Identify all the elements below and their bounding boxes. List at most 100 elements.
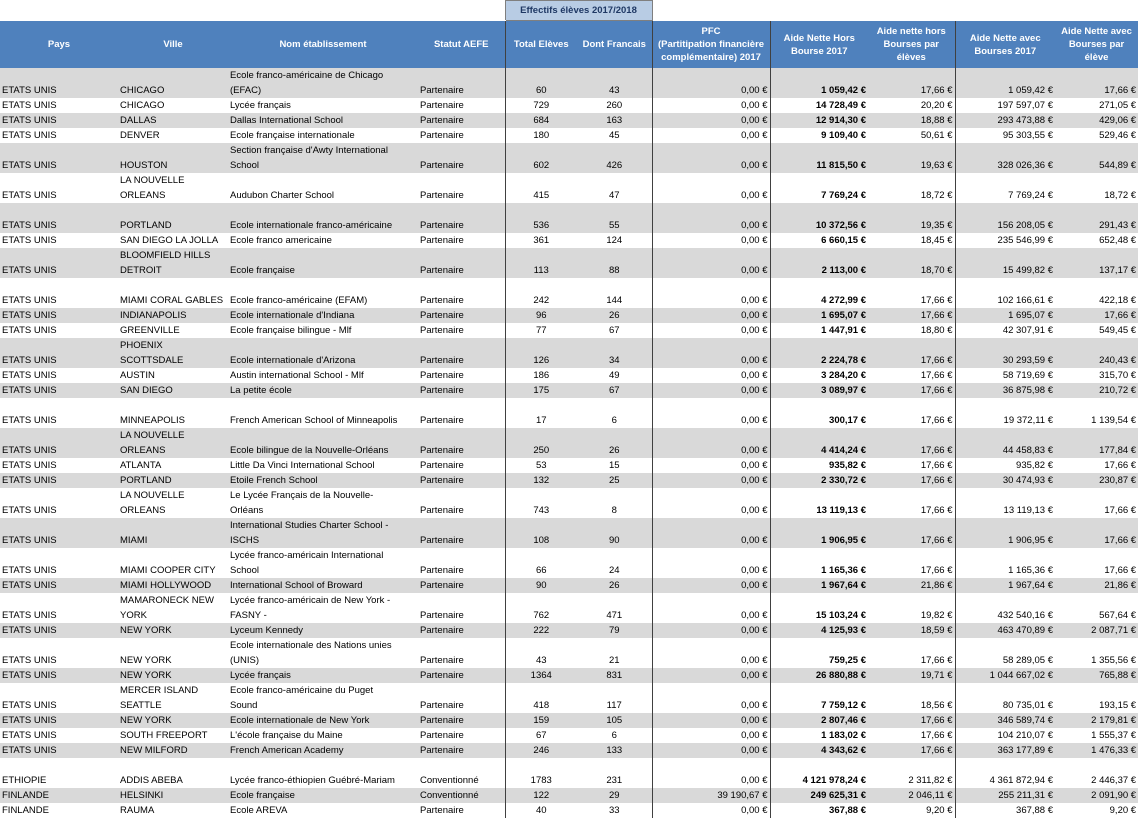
table-cell: 17,66 €	[868, 428, 956, 458]
table-cell: BLOOMFIELD HILLS DETROIT	[118, 248, 228, 278]
table-cell: Ecole internationale d'Indiana	[228, 308, 418, 323]
column-header: Dont Francais	[577, 20, 653, 68]
table-cell: LA NOUVELLE ORLEANS	[118, 428, 228, 458]
table-cell: FINLANDE	[0, 788, 118, 803]
table-cell: ETATS UNIS	[0, 548, 118, 578]
table-cell: Ecole internationale franco-américaine	[228, 203, 418, 233]
table-cell: 8	[577, 488, 653, 518]
table-cell: Partenaire	[418, 518, 506, 548]
table-cell: ETATS UNIS	[0, 308, 118, 323]
table-cell: 1 967,64 €	[955, 578, 1056, 593]
column-header: PFC (Partitipation financière complément…	[652, 20, 771, 68]
table-cell: 426	[577, 143, 653, 173]
table-cell: Partenaire	[418, 368, 506, 383]
table-cell: NEW YORK	[118, 713, 228, 728]
header-spacer	[0, 0, 505, 21]
table-row: ETATS UNIS DALLAS Dallas International Sch…	[0, 113, 1138, 128]
table-cell: 3 089,97 €	[770, 383, 869, 398]
table-cell: 0,00 €	[652, 323, 771, 338]
table-row: ETATS UNIS DENVER Ecole française internat…	[0, 128, 1138, 143]
table-cell: 367,88 €	[770, 803, 869, 818]
table-cell: 17,66 €	[1055, 68, 1138, 98]
table-cell: 1 695,07 €	[770, 308, 869, 323]
table-cell: 4 343,62 €	[770, 743, 869, 758]
table-cell: MIAMI CORAL GABLES	[118, 278, 228, 308]
table-cell: 0,00 €	[652, 728, 771, 743]
table-cell: 4 125,93 €	[770, 623, 869, 638]
table-cell: Ecole bilingue de la Nouvelle-Orléans	[228, 428, 418, 458]
table-cell: 415	[505, 173, 577, 203]
table-cell: 17,66 €	[868, 308, 956, 323]
table-cell: 0,00 €	[652, 398, 771, 428]
table-cell: 300,17 €	[770, 398, 869, 428]
table-cell: INDIANAPOLIS	[118, 308, 228, 323]
table-cell: Lycée franco-éthiopien Guébré-Mariam	[228, 758, 418, 788]
table-cell: 1 165,36 €	[955, 548, 1056, 578]
table-cell: 0,00 €	[652, 593, 771, 623]
table-cell: Ecole internationale d'Arizona	[228, 338, 418, 368]
table-cell: MAMARONECK NEW YORK	[118, 593, 228, 623]
table-cell: Ecole AREVA	[228, 803, 418, 818]
table-cell: 137,17 €	[1055, 248, 1138, 278]
table-cell: 17,66 €	[868, 338, 956, 368]
table-cell: Lycée franco-américain de New York - FAS…	[228, 593, 418, 623]
table-cell: Lycée franco-américain International Sch…	[228, 548, 418, 578]
table-cell: 1 355,56 €	[1055, 638, 1138, 668]
table-cell: 471	[577, 593, 653, 623]
table-cell: 26 880,88 €	[770, 668, 869, 683]
table-cell: ETATS UNIS	[0, 668, 118, 683]
table-cell: 260	[577, 98, 653, 113]
table-cell: 180	[505, 128, 577, 143]
table-cell: CHICAGO	[118, 98, 228, 113]
table-cell: ETATS UNIS	[0, 713, 118, 728]
table-cell: 0,00 €	[652, 668, 771, 683]
table-cell: NEW MILFORD	[118, 743, 228, 758]
table-cell: 17,66 €	[868, 638, 956, 668]
table-cell: Partenaire	[418, 278, 506, 308]
table-cell: 2 807,46 €	[770, 713, 869, 728]
table-cell: 21	[577, 638, 653, 668]
table-row: ETATS UNIS LA NOUVELLE ORLEANS Le Lycée Fr…	[0, 488, 1138, 518]
table-cell: PHOENIX SCOTTSDALE	[118, 338, 228, 368]
table-cell: Partenaire	[418, 578, 506, 593]
table-cell: 1 695,07 €	[955, 308, 1056, 323]
table-cell: 26	[577, 428, 653, 458]
table-cell: 66	[505, 548, 577, 578]
column-header: Total Elèves	[505, 20, 577, 68]
table-cell: 95 303,55 €	[955, 128, 1056, 143]
table-cell: Ecole française	[228, 788, 418, 803]
table-cell: 197 597,07 €	[955, 98, 1056, 113]
table-cell: Le Lycée Français de la Nouvelle- Orléan…	[228, 488, 418, 518]
table-cell: Little Da Vinci International School	[228, 458, 418, 473]
table-cell: Ecole internationale des Nations unies (…	[228, 638, 418, 668]
table-cell: 418	[505, 683, 577, 713]
table-cell: 24	[577, 548, 653, 578]
table-cell: International School of Broward	[228, 578, 418, 593]
table-cell: Partenaire	[418, 398, 506, 428]
table-cell: 15	[577, 458, 653, 473]
table-cell: 11 815,50 €	[770, 143, 869, 173]
table-cell: 0,00 €	[652, 473, 771, 488]
table-cell: 193,15 €	[1055, 683, 1138, 713]
table-row: ETATS UNIS MIAMI International Studies Cha…	[0, 518, 1138, 548]
table-cell: Partenaire	[418, 548, 506, 578]
table-cell: 18,72 €	[1055, 173, 1138, 203]
table-cell: ETATS UNIS	[0, 248, 118, 278]
table-cell: 246	[505, 743, 577, 758]
table-cell: SAN DIEGO	[118, 383, 228, 398]
table-cell: Ecole internationale de New York	[228, 713, 418, 728]
table-cell: 17,66 €	[1055, 488, 1138, 518]
column-header: Statut AEFE	[418, 20, 506, 68]
table-cell: 293 473,88 €	[955, 113, 1056, 128]
table-cell: Conventionné	[418, 758, 506, 788]
table-cell: Partenaire	[418, 488, 506, 518]
column-header: Pays	[0, 20, 118, 68]
table-cell: MIAMI HOLLYWOOD	[118, 578, 228, 593]
column-header: Aide Nette Hors Bourse 2017	[770, 20, 869, 68]
table-cell: ETATS UNIS	[0, 473, 118, 488]
table-cell: 132	[505, 473, 577, 488]
table-cell: 242	[505, 278, 577, 308]
table-cell: 652,48 €	[1055, 233, 1138, 248]
table-cell: 549,45 €	[1055, 323, 1138, 338]
